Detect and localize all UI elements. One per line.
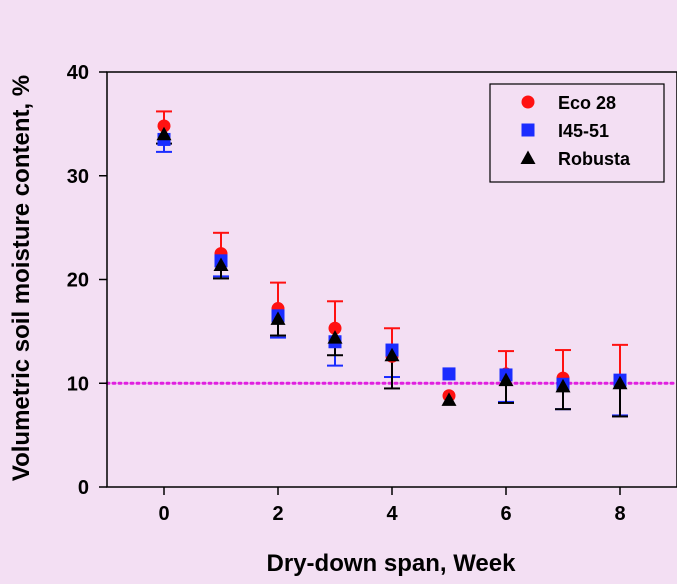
x-axis-label: Dry-down span, Week <box>267 550 517 577</box>
x-tick-label: 8 <box>614 503 625 525</box>
legend-label: I45-51 <box>558 121 609 141</box>
legend-box <box>489 83 665 183</box>
y-tick-label: 40 <box>67 62 89 84</box>
data-point <box>442 367 456 381</box>
axis-ticks: 0 10 20 30 40 0 2 4 6 8 <box>67 62 626 525</box>
legend-label: Eco 28 <box>558 93 616 113</box>
legend: Eco 28 I45-51 Robusta <box>489 83 665 183</box>
legend-marker <box>521 123 535 137</box>
data-point <box>441 392 457 406</box>
data-point <box>498 372 514 387</box>
y-tick-label: 20 <box>67 270 89 292</box>
y-tick-label: 0 <box>78 477 89 499</box>
data-point <box>384 347 400 362</box>
data-point <box>327 330 343 344</box>
y-tick-label: 10 <box>67 373 89 395</box>
data-point <box>156 126 172 141</box>
x-tick-label: 2 <box>272 503 283 525</box>
data-markers <box>156 119 628 406</box>
x-tick-label: 4 <box>386 503 398 525</box>
x-tick-label: 6 <box>500 503 511 525</box>
y-tick-label: 30 <box>67 166 89 188</box>
y-axis-label: Volumetric soil moisture content, % <box>8 75 35 481</box>
data-point <box>157 119 171 133</box>
x-tick-label: 0 <box>158 503 169 525</box>
legend-marker <box>520 150 536 164</box>
data-point <box>328 321 342 335</box>
legend-label: Robusta <box>558 149 631 169</box>
data-point <box>555 378 571 393</box>
data-point <box>213 257 229 271</box>
legend-marker <box>521 95 535 109</box>
data-point <box>270 311 286 325</box>
data-point <box>612 375 628 390</box>
